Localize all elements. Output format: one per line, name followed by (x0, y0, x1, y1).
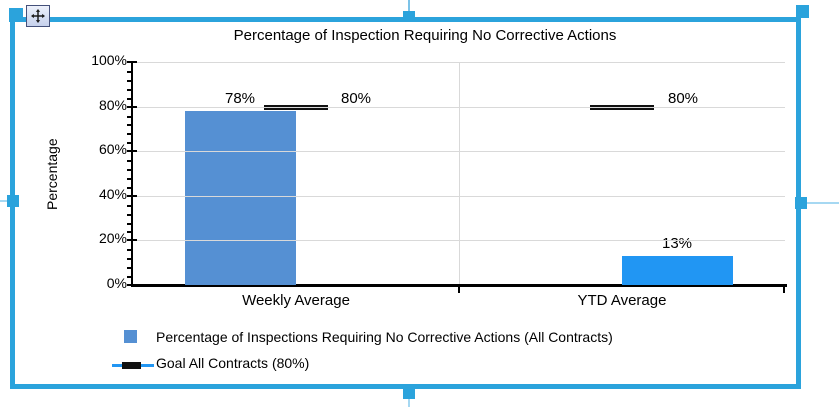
chart-selection-frame[interactable] (10, 17, 801, 389)
gridline (133, 62, 785, 63)
category-divider-gridline (459, 62, 460, 285)
y-axis-minor-tick (127, 223, 132, 225)
y-axis-line (131, 62, 133, 287)
y-axis-tick-label: 20% (98, 230, 127, 247)
guide-line-top (408, 0, 410, 12)
y-axis-minor-tick (127, 258, 132, 260)
y-axis-minor-tick (127, 71, 132, 73)
move-icon (30, 8, 46, 24)
resize-handle-top-middle[interactable] (403, 11, 415, 22)
resize-handle-bottom-middle[interactable] (403, 387, 415, 399)
data-label-bar-weekly: 78% (224, 90, 256, 107)
y-axis-minor-tick (127, 187, 132, 189)
y-axis-tick-label: 80% (98, 96, 127, 113)
resize-handle-right-middle[interactable] (795, 197, 807, 209)
y-axis-major-tick (127, 150, 137, 152)
y-axis-minor-tick (127, 160, 132, 162)
resize-handle-top-left[interactable] (9, 8, 23, 22)
y-axis-minor-tick (127, 116, 132, 118)
category-label-ytd-average: YTD Average (577, 292, 667, 309)
x-axis-tick (783, 287, 785, 293)
y-axis-major-tick (127, 195, 137, 197)
gridline (133, 196, 785, 197)
y-axis-minor-tick (127, 80, 132, 82)
y-axis-tick-label: 0% (106, 275, 127, 291)
y-axis-minor-tick (127, 169, 132, 171)
y-axis-minor-tick (127, 133, 132, 135)
category-label-weekly-average: Weekly Average (242, 292, 350, 309)
y-axis-minor-tick (127, 231, 132, 233)
bar-ytd-average[interactable] (622, 256, 733, 285)
y-axis-tick-label: 60% (98, 141, 127, 158)
y-axis-major-tick (127, 284, 137, 286)
y-axis-major-tick (127, 239, 137, 241)
y-axis-minor-tick (127, 89, 132, 91)
data-label-goal-weekly: 80% (341, 90, 372, 107)
bar-weekly-average[interactable] (185, 111, 296, 285)
y-axis-minor-tick (127, 267, 132, 269)
y-axis-minor-tick (127, 205, 132, 207)
y-axis-minor-tick (127, 142, 132, 144)
y-axis-minor-tick (127, 214, 132, 216)
y-axis-tick-label: 100% (91, 52, 127, 68)
legend-label-goal-series[interactable]: Goal All Contracts (80%) (156, 355, 310, 371)
resize-handle-top-right[interactable] (796, 5, 809, 18)
y-axis-minor-tick (127, 178, 132, 180)
gridline (133, 107, 785, 108)
x-axis-tick (458, 287, 460, 293)
data-label-bar-ytd: 13% (661, 235, 693, 252)
data-label-goal-ytd: 80% (668, 90, 699, 107)
y-axis-minor-tick (127, 98, 132, 100)
y-axis-minor-tick (127, 276, 132, 278)
chart-title: Percentage of Inspection Requiring No Co… (233, 27, 617, 44)
y-axis-tick-label: 40% (98, 185, 127, 202)
guide-line-left (0, 200, 8, 202)
plot-area: 78% 13% 80% 80% (127, 61, 787, 293)
y-axis-major-tick (127, 106, 137, 108)
y-axis-minor-tick (127, 124, 132, 126)
y-axis-major-tick (127, 61, 137, 63)
move-tool-button[interactable] (26, 5, 50, 27)
guide-line-bottom (408, 398, 410, 407)
legend-swatch-goal-dash[interactable] (122, 362, 141, 369)
resize-handle-left-middle[interactable] (7, 195, 19, 207)
y-axis-minor-tick (127, 249, 132, 251)
gridline (133, 240, 785, 241)
legend-label-bar-series[interactable]: Percentage of Inspections Requiring No C… (156, 329, 613, 345)
gridline (133, 151, 785, 152)
x-axis-line (131, 284, 787, 287)
legend-swatch-bar-series[interactable] (124, 330, 137, 343)
guide-line-right (806, 202, 839, 204)
